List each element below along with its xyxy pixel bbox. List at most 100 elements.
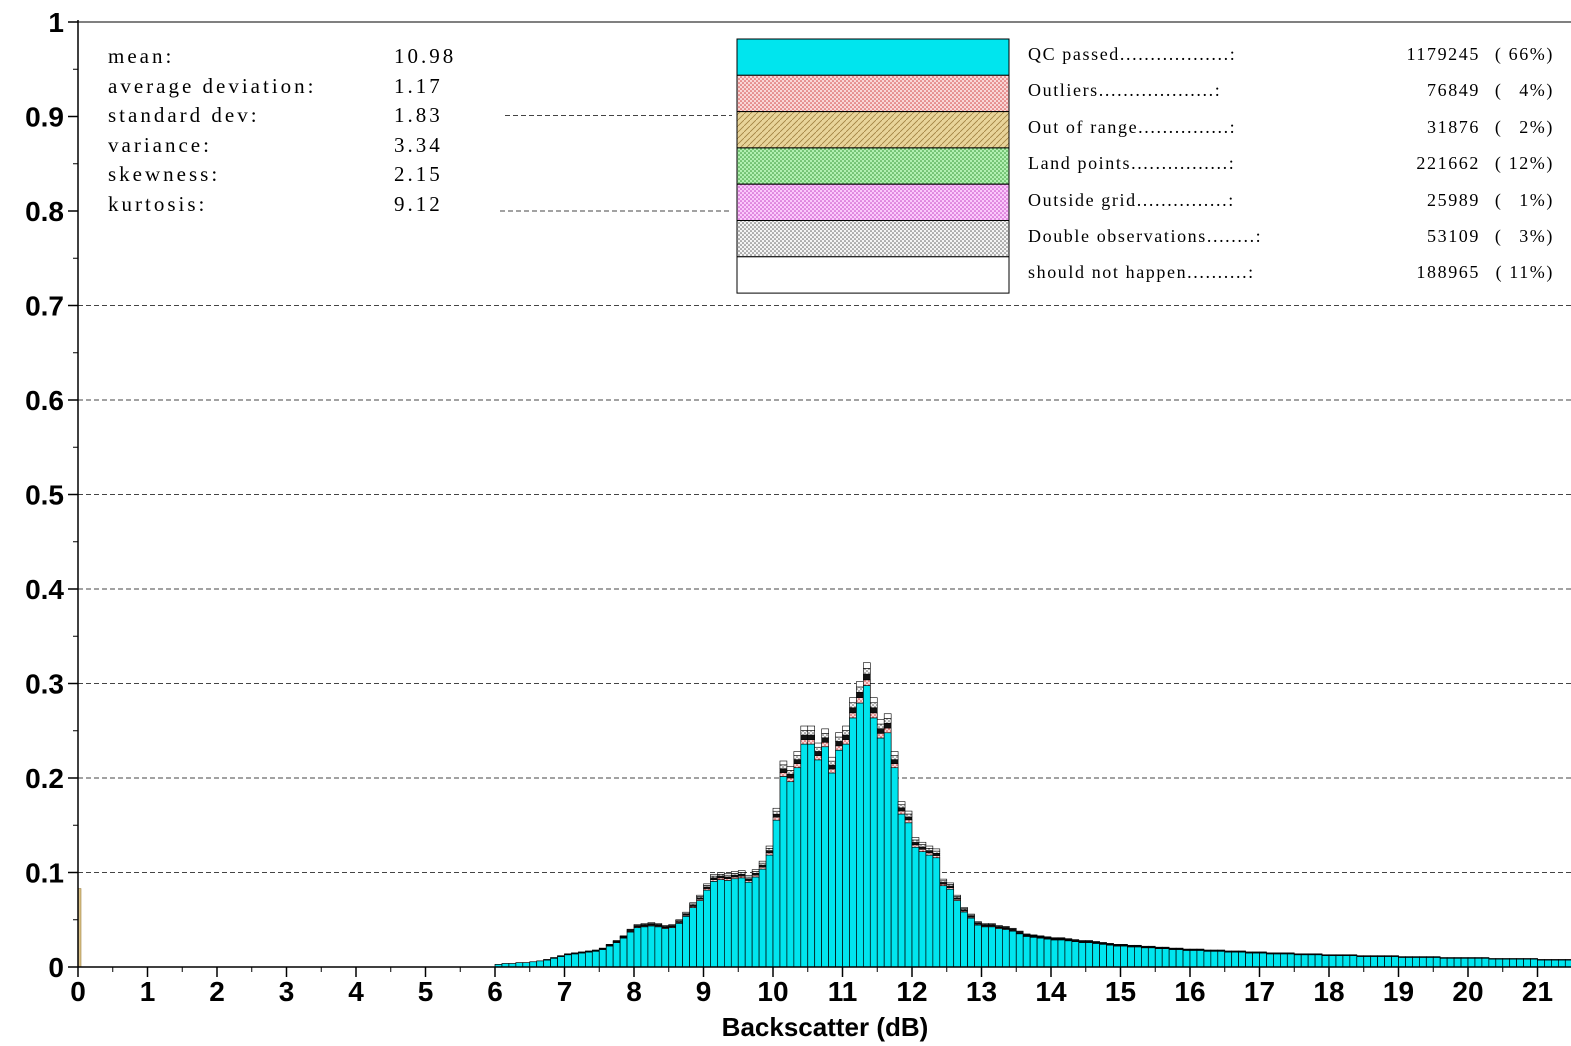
bar bbox=[967, 913, 975, 916]
x-tick-label: 20 bbox=[1452, 976, 1483, 1007]
x-tick-label: 14 bbox=[1035, 976, 1067, 1007]
bar bbox=[1509, 958, 1517, 968]
bar bbox=[849, 712, 857, 719]
bar bbox=[779, 764, 788, 770]
bar bbox=[654, 923, 663, 925]
bar bbox=[536, 960, 545, 968]
bar bbox=[543, 959, 551, 968]
bar bbox=[897, 810, 906, 815]
legend-entry: Land points................: 221662 ( 12%) bbox=[1028, 153, 1558, 189]
bar bbox=[1078, 942, 1087, 968]
bar bbox=[1328, 955, 1337, 968]
bar bbox=[682, 915, 690, 968]
bar bbox=[1022, 936, 1031, 968]
bar bbox=[904, 813, 913, 818]
bar bbox=[1022, 933, 1031, 935]
bar bbox=[1231, 951, 1239, 968]
bar bbox=[689, 902, 697, 905]
bar bbox=[883, 732, 892, 968]
x-tick-label: 12 bbox=[896, 976, 927, 1007]
bar bbox=[619, 937, 628, 968]
bar bbox=[1120, 945, 1128, 968]
bar bbox=[1238, 951, 1246, 968]
bar bbox=[807, 739, 815, 745]
bar bbox=[849, 717, 857, 968]
bar bbox=[849, 697, 857, 704]
bar bbox=[1286, 953, 1295, 968]
bar bbox=[842, 725, 850, 731]
bar bbox=[1008, 927, 1017, 930]
bar bbox=[946, 888, 955, 968]
bar bbox=[869, 712, 878, 719]
bar bbox=[1147, 947, 1156, 968]
bar bbox=[633, 927, 642, 968]
bar bbox=[939, 878, 948, 882]
bar bbox=[981, 923, 989, 925]
bar bbox=[1335, 955, 1344, 968]
bar bbox=[932, 848, 941, 852]
bar bbox=[779, 776, 788, 968]
bar bbox=[1307, 954, 1316, 968]
bar bbox=[946, 882, 954, 885]
bar bbox=[925, 845, 934, 849]
bar bbox=[675, 922, 684, 968]
bar bbox=[1266, 953, 1274, 968]
bar bbox=[1259, 952, 1267, 968]
bar bbox=[807, 743, 816, 968]
bar bbox=[828, 764, 836, 770]
bar bbox=[1071, 941, 1080, 968]
bar bbox=[772, 816, 781, 821]
stat-value: 2.15 bbox=[394, 162, 443, 186]
bar bbox=[626, 931, 635, 968]
bar bbox=[786, 773, 795, 779]
bar bbox=[1446, 957, 1455, 968]
bar bbox=[842, 734, 850, 740]
x-tick-label: 1 bbox=[140, 976, 156, 1007]
bar bbox=[675, 919, 683, 921]
bar bbox=[1189, 950, 1198, 968]
bar bbox=[772, 813, 781, 818]
y-tick-label: 0.7 bbox=[25, 291, 64, 322]
bar bbox=[598, 949, 607, 968]
bar bbox=[981, 926, 989, 968]
legend-count: 31876 bbox=[1427, 116, 1480, 137]
bar bbox=[1182, 950, 1191, 968]
x-tick-label: 5 bbox=[418, 976, 434, 1007]
bar bbox=[1043, 938, 1052, 968]
bar bbox=[529, 961, 538, 968]
bar bbox=[967, 917, 975, 968]
y-tick-label: 0 bbox=[48, 952, 64, 983]
bar bbox=[724, 873, 732, 876]
bar bbox=[765, 845, 774, 849]
bar bbox=[911, 842, 920, 846]
bar bbox=[904, 819, 913, 824]
legend-label: QC passed..................: bbox=[1028, 44, 1237, 64]
bar bbox=[772, 807, 781, 812]
stat-value: 1.17 bbox=[394, 73, 443, 98]
bar bbox=[1015, 933, 1024, 968]
bar bbox=[849, 702, 857, 709]
bar bbox=[1127, 946, 1135, 968]
legend-count: 221662 bbox=[1416, 153, 1480, 174]
bar bbox=[807, 730, 815, 736]
bar bbox=[1001, 929, 1010, 968]
bar bbox=[876, 728, 885, 734]
bar bbox=[1029, 934, 1038, 936]
bar bbox=[876, 723, 885, 729]
bar bbox=[1314, 954, 1323, 968]
bar bbox=[550, 957, 558, 968]
bar bbox=[1488, 958, 1497, 968]
x-tick-label: 8 bbox=[626, 976, 642, 1007]
bar bbox=[800, 725, 809, 731]
bar bbox=[1405, 957, 1413, 968]
bar bbox=[1057, 937, 1066, 939]
legend-label: Land points................: bbox=[1028, 153, 1236, 174]
bar bbox=[765, 850, 774, 854]
bar bbox=[932, 853, 941, 856]
bar bbox=[828, 760, 836, 766]
axes: 00.10.20.30.40.50.60.70.80.910 1 2 3 4 5 6 7 8 9 1… bbox=[25, 7, 1571, 1007]
bar bbox=[640, 923, 649, 925]
bar bbox=[723, 880, 732, 968]
bar bbox=[821, 728, 829, 734]
x-tick-label: 15 bbox=[1105, 976, 1136, 1007]
